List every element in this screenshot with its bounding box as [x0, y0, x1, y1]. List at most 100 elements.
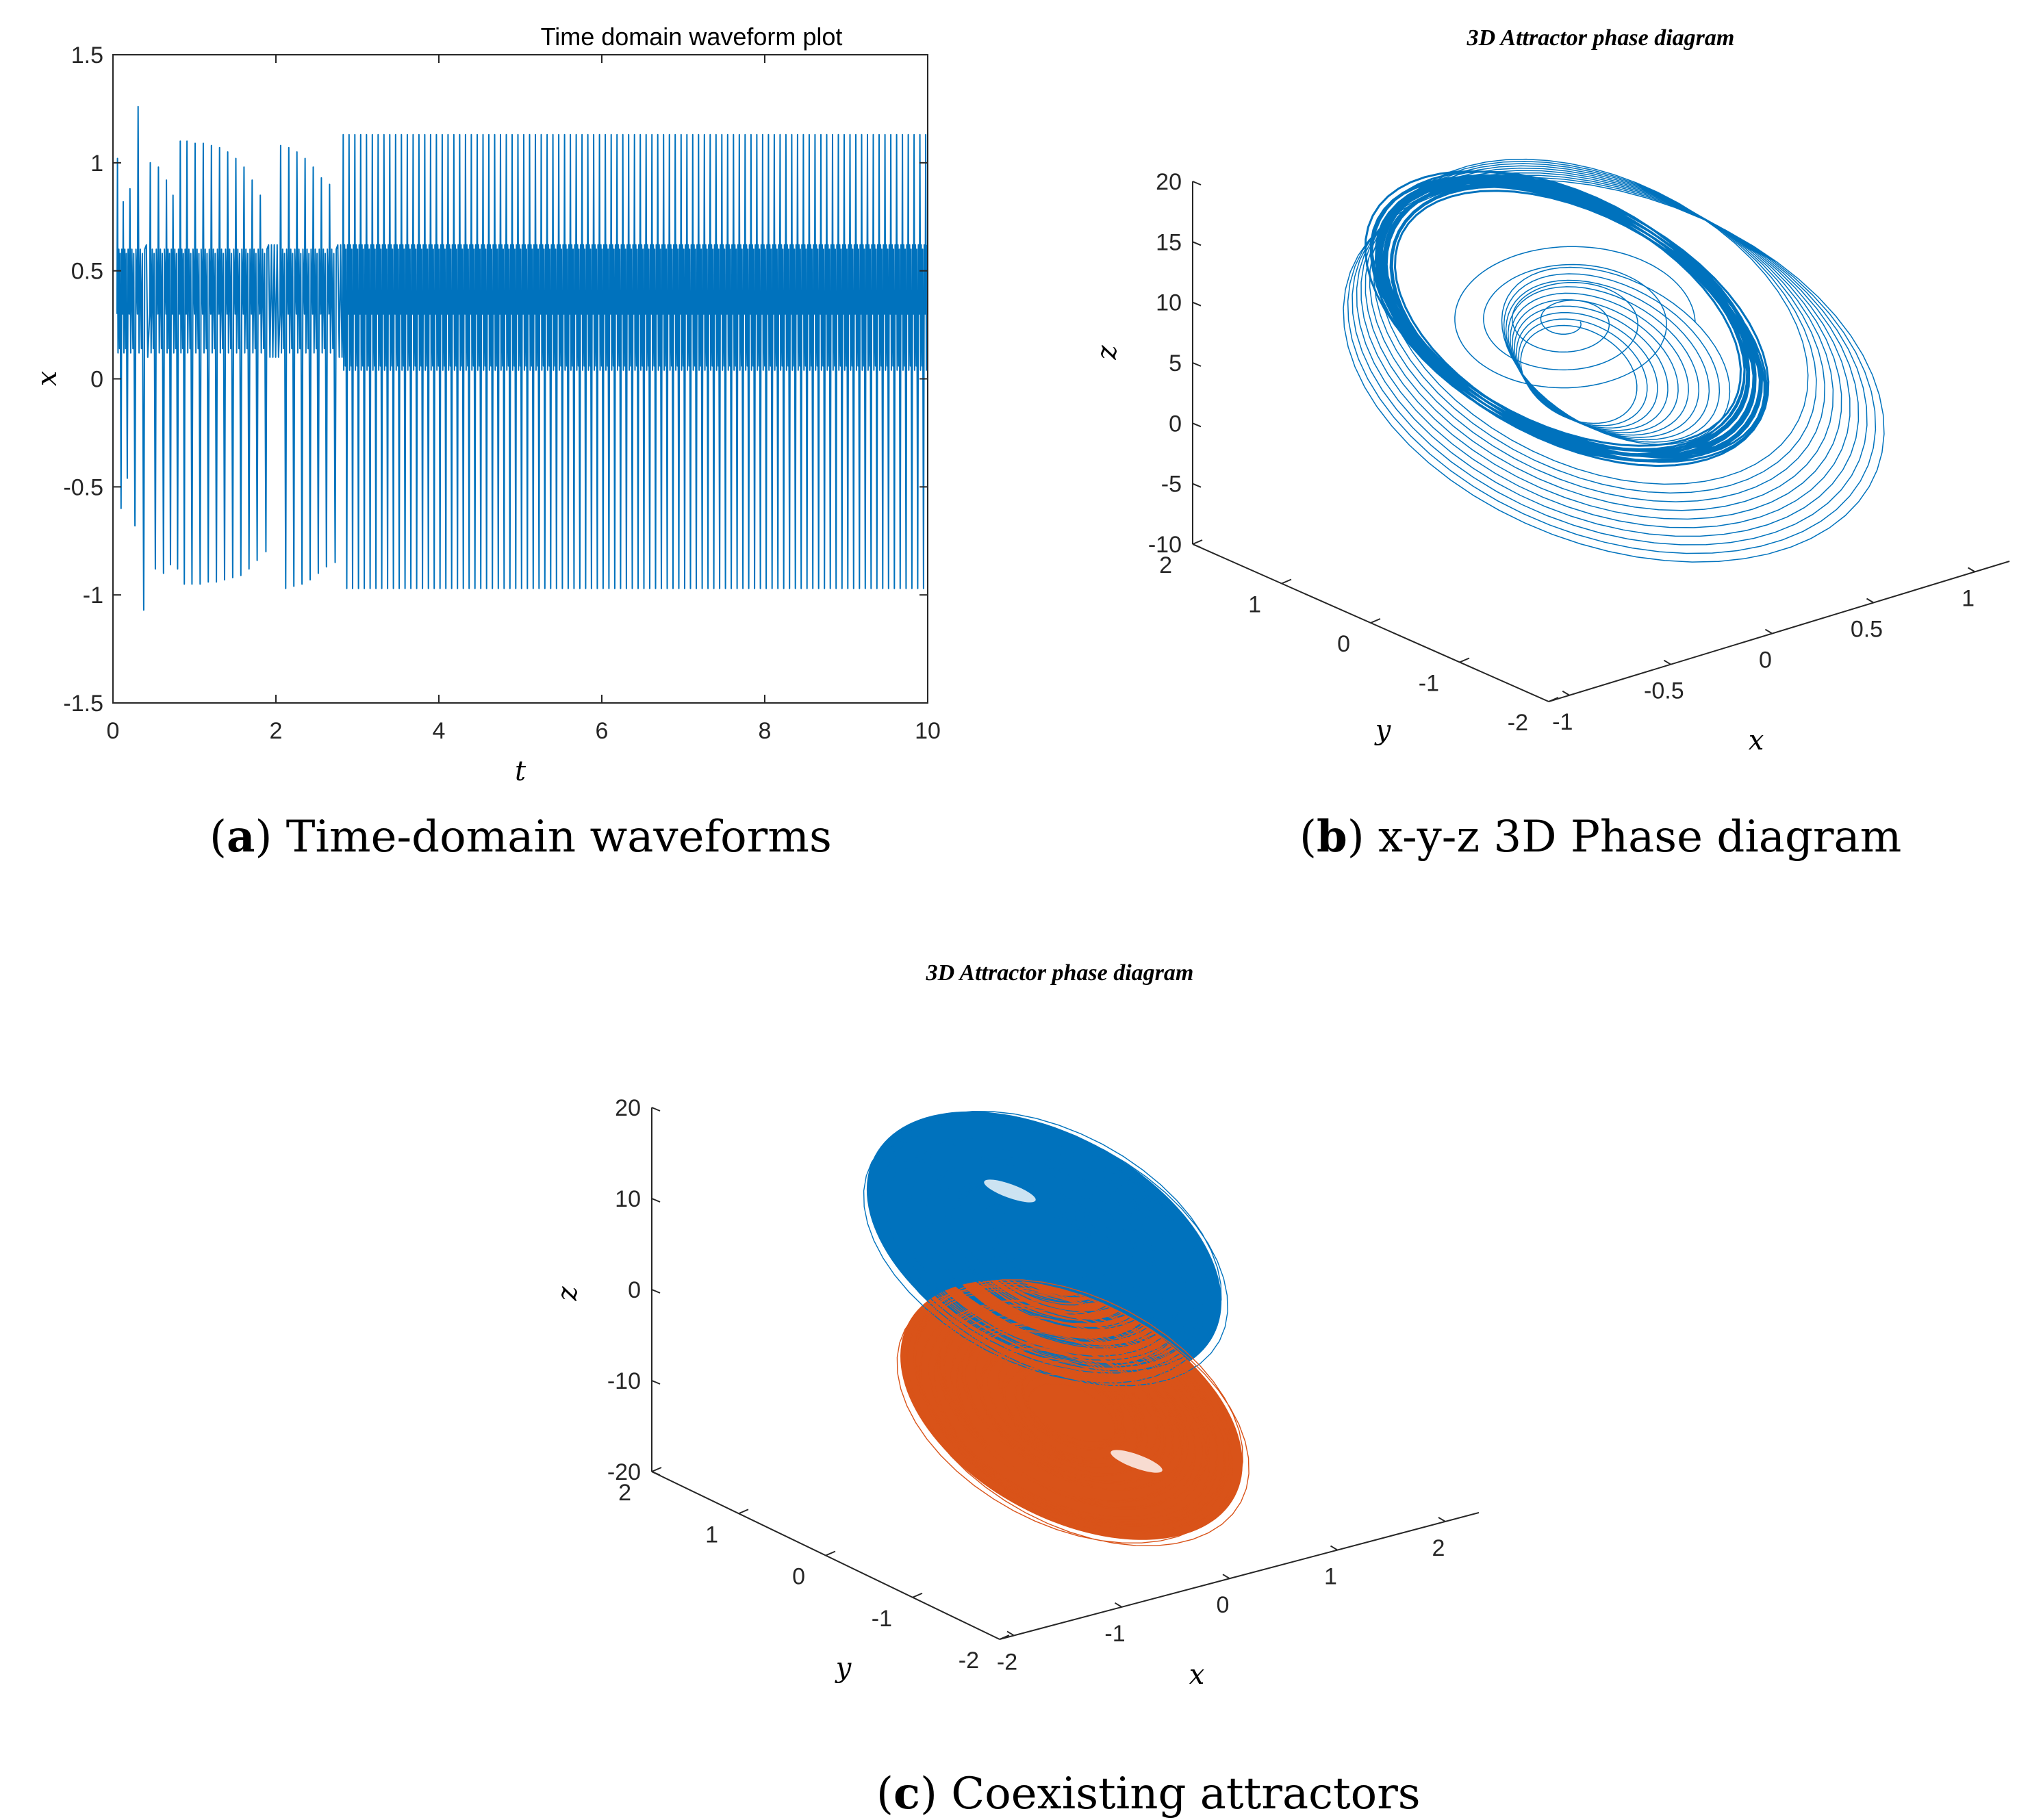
panel-b-ztick-label: 15	[1156, 229, 1182, 255]
panel-b-ztick	[1192, 422, 1202, 428]
panel-c-ytick	[825, 1550, 836, 1556]
panel-a-ytick-label: -1.5	[63, 691, 103, 717]
panel-b-ztick-label: 10	[1156, 290, 1182, 316]
panel-b-xtick	[1866, 598, 1874, 604]
caption-a-letter: a	[226, 811, 255, 862]
panel-b-xtick-label: 1	[1962, 585, 1975, 611]
panel-c-xtick	[1330, 1545, 1338, 1551]
panel-a-ytick-label: 0	[90, 367, 103, 393]
caption-a: (a) Time-domain waveforms	[210, 811, 832, 862]
panel-a-ytick-label: -1	[83, 582, 103, 608]
panel-b-ztick	[1192, 543, 1202, 548]
panel-c-xtick-label: -2	[997, 1649, 1017, 1675]
panel-b-ztick-label: 0	[1169, 411, 1182, 437]
panel-b-xtick-label: 0	[1759, 648, 1772, 674]
panel-c-x-axis	[999, 1512, 1480, 1640]
panel-a-title: Time domain waveform plot	[541, 23, 843, 51]
panel-a-xlabel: t	[515, 756, 526, 787]
panel-c-xlabel: x	[1189, 1659, 1205, 1691]
panel-b-xtick-label: -1	[1552, 709, 1573, 735]
panel-c-title: 3D Attractor phase diagram	[926, 960, 1194, 986]
panel-b-ztick	[1192, 362, 1202, 367]
panel-b-ztick	[1192, 181, 1202, 185]
caption-b: (b) x-y-z 3D Phase diagram	[1299, 811, 1902, 862]
panel-c-ytick-label: -2	[959, 1648, 979, 1674]
panel-a-ytick-label: -0.5	[63, 474, 103, 500]
caption-b-text: x-y-z 3D Phase diagram	[1378, 812, 1902, 862]
panel-b-ztick-label: -5	[1161, 472, 1182, 498]
panel-a-ytick-label: 1	[90, 151, 103, 177]
panel-b-xtick-label: -0.5	[1644, 678, 1684, 704]
caption-c-text: Coexisting attractors	[951, 1769, 1421, 1819]
panel-b-xtick	[1764, 628, 1773, 635]
panel-c-ztick-label: -20	[607, 1459, 641, 1485]
panel-b-attractor-main	[1364, 170, 1770, 467]
panel-b-zlabel: z	[1091, 345, 1123, 361]
panel-c-ztick	[651, 1380, 661, 1385]
panel-b-xtick	[1663, 659, 1671, 665]
panel-b-3d-phase: 3D Attractor phase diagram -10-505101520…	[1091, 25, 2010, 756]
panel-a-xtick-label: 6	[596, 718, 609, 744]
caption-a-text: Time-domain waveforms	[286, 812, 832, 862]
panel-c-xtick-label: -1	[1104, 1621, 1125, 1647]
panel-c-ztick-label: 10	[615, 1186, 641, 1212]
panel-b-title: 3D Attractor phase diagram	[1467, 25, 1735, 51]
panel-b-x-axis	[1548, 561, 2010, 702]
panel-b-xtick	[1562, 690, 1570, 696]
panel-c-ztick	[651, 1289, 661, 1294]
panel-c-ytick	[912, 1592, 923, 1598]
panel-c-ytick-label: -1	[872, 1606, 892, 1632]
panel-b-ytick	[1548, 697, 1559, 702]
panel-c-ytick-label: 0	[792, 1564, 805, 1590]
panel-b-ytick-label: 2	[1159, 552, 1172, 578]
panel-a-time-domain: Time domain waveform plot 0 2 4 6 8 10 1.5 1 0.5…	[31, 23, 941, 787]
panel-c-ztick	[651, 1471, 661, 1476]
panel-c-ztick	[651, 1107, 661, 1112]
panel-b-ztick	[1192, 241, 1202, 246]
panel-b-ylabel: y	[1374, 715, 1392, 746]
panel-a-ytick-label: 0.5	[71, 259, 103, 285]
caption-c: (c) Coexisting attractors	[876, 1768, 1421, 1819]
panel-c-xtick	[1114, 1602, 1123, 1608]
panel-b-ytick-label: 1	[1248, 592, 1261, 618]
panel-a-xtick-label: 0	[107, 718, 120, 744]
panel-a-ytick-label: 1.5	[71, 42, 103, 68]
panel-c-ztick-label: 20	[615, 1095, 641, 1121]
panel-c-ytick	[738, 1509, 749, 1515]
panel-b-attractor-spiral	[1454, 246, 1696, 389]
panel-b-xlabel: x	[1749, 725, 1764, 756]
panel-c-ztick	[651, 1198, 661, 1203]
panel-a-series-line	[116, 105, 928, 611]
panel-a-ylabel: x	[31, 371, 63, 387]
panel-c-lower-attractor-lines	[896, 1279, 1249, 1547]
panel-c-ztick-label: -10	[607, 1368, 641, 1394]
panel-b-ztick-label: 5	[1169, 350, 1182, 376]
panel-c-ytick	[651, 1467, 662, 1472]
panel-c-zlabel: z	[552, 1286, 583, 1302]
panel-b-ytick	[1370, 618, 1381, 624]
panel-b-ytick-label: -1	[1419, 671, 1439, 697]
panel-b-ytick-label: 0	[1337, 631, 1350, 657]
panel-c-xtick-label: 2	[1432, 1535, 1445, 1561]
panel-b-ztick	[1192, 483, 1202, 488]
panel-c-xtick	[1222, 1574, 1230, 1580]
panel-c-xtick-label: 1	[1324, 1564, 1337, 1590]
panel-c-xtick	[1438, 1517, 1446, 1522]
panel-b-ytick-label: -2	[1508, 710, 1528, 736]
panel-b-ztick-label: -10	[1148, 532, 1182, 558]
panel-c-upper-attractor-lines	[863, 1110, 1228, 1387]
panel-c-ztick-label: 0	[628, 1277, 641, 1303]
panel-c-ylabel: y	[835, 1652, 852, 1684]
panel-b-ytick	[1192, 539, 1203, 545]
panel-b-ztick	[1192, 301, 1202, 307]
panel-c-ytick	[999, 1635, 1010, 1640]
panel-a-xtick-label: 2	[270, 718, 283, 744]
panel-c-xtick	[1006, 1630, 1015, 1637]
caption-c-letter: c	[893, 1768, 920, 1819]
panel-b-ytick	[1281, 578, 1292, 585]
panel-c-coexisting: 3D Attractor phase diagram -20-1001020-2…	[552, 960, 1480, 1691]
panel-b-xtick-label: 0.5	[1851, 616, 1883, 642]
panel-c-ytick-label: 1	[705, 1522, 718, 1548]
panel-b-ztick-label: 20	[1156, 169, 1182, 195]
